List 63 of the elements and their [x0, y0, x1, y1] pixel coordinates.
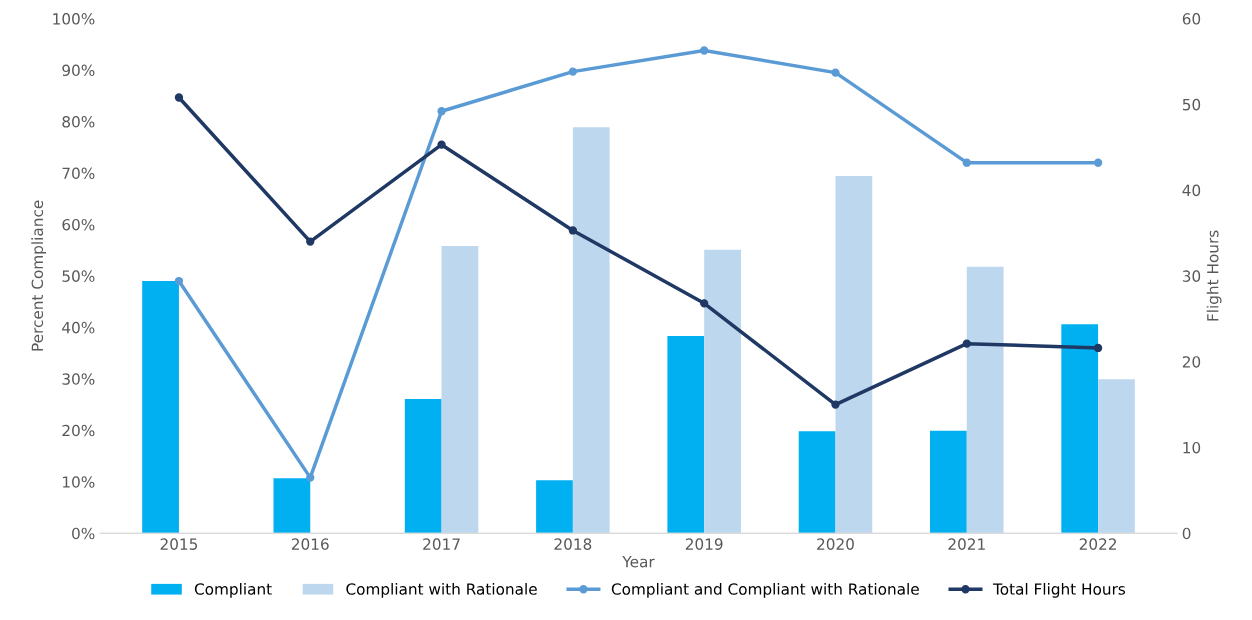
point: [962, 339, 971, 348]
y-tick-label: 40%: [62, 321, 95, 334]
bar: [536, 480, 573, 534]
point: [437, 140, 446, 149]
x-axis-title: Year: [622, 556, 655, 568]
x-tick-label: 2019: [685, 538, 723, 550]
point: [962, 158, 971, 167]
legend-label: Total Flight Hours: [992, 582, 1126, 598]
point: [174, 276, 184, 286]
point: [1093, 343, 1103, 353]
y2-tick-label: 0: [1182, 527, 1191, 540]
x-tick-label: 2018: [554, 538, 592, 550]
y2-tick-label: 30: [1182, 270, 1201, 282]
y-tick-label: 60%: [62, 218, 95, 231]
y-tick-label: 30%: [62, 373, 95, 385]
point: [568, 226, 578, 235]
point: [437, 107, 446, 116]
x-tick-label: 2021: [948, 538, 985, 550]
point: [174, 93, 184, 102]
bar: [1098, 379, 1135, 534]
bar: [667, 336, 705, 534]
y-tick-label: 80%: [62, 115, 95, 128]
point: [306, 473, 315, 482]
x-tick-label: 2017: [423, 538, 460, 550]
y-axis-title: Percent Compliance: [31, 200, 47, 351]
legend-label: Compliant with Rationale: [346, 582, 537, 598]
y-tick-label: 50%: [62, 270, 95, 282]
point: [700, 46, 709, 55]
y-tick-label: 20%: [62, 424, 95, 437]
bar: [273, 478, 311, 534]
bar: [835, 176, 873, 534]
x-tick-label: 2016: [291, 538, 329, 550]
point: [568, 67, 578, 76]
y-tick-label: 100%: [53, 13, 95, 25]
y-tick-label: 0%: [72, 527, 95, 540]
y2-tick-label: 10: [1183, 441, 1201, 454]
y2-tick-label: 50: [1182, 98, 1201, 111]
point: [831, 68, 840, 77]
point: [831, 400, 840, 409]
legend-label: Compliant and Compliant with Rationale: [611, 582, 919, 598]
x-tick-label: 2020: [817, 538, 854, 550]
bar: [930, 430, 967, 534]
bar: [704, 249, 741, 534]
point: [700, 299, 709, 308]
bar: [798, 431, 836, 534]
y2-tick-label: 20: [1182, 356, 1201, 368]
point: [306, 237, 315, 246]
bar: [142, 281, 179, 534]
bar: [404, 398, 442, 534]
y2-tick-label: 60: [1182, 13, 1201, 25]
x-tick-label: 2015: [160, 538, 198, 550]
bar: [572, 127, 610, 534]
bar: [441, 246, 479, 534]
y-tick-label: 70%: [62, 167, 95, 179]
y2-tick-label: 40: [1182, 184, 1201, 197]
y2-axis-title: Flight Hours: [1206, 230, 1222, 321]
legend-label: Compliant: [194, 582, 272, 598]
x-tick-label: 2022: [1079, 538, 1117, 550]
bar: [1061, 324, 1099, 534]
y-tick-label: 10%: [63, 476, 95, 488]
point: [1093, 158, 1103, 167]
y-tick-label: 90%: [62, 64, 95, 77]
bar: [966, 266, 1004, 534]
